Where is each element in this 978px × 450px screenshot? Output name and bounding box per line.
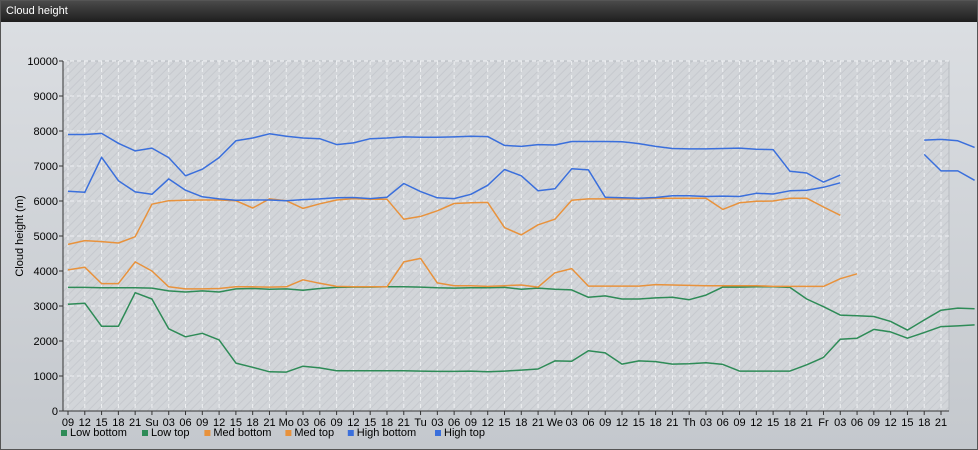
- y-tick-label: 2000: [34, 336, 58, 348]
- x-tick-label: 15: [364, 417, 376, 429]
- x-tick-label: 21: [263, 417, 275, 429]
- legend-label-high-bottom: High bottom: [357, 427, 416, 439]
- x-tick-label: 09: [465, 417, 477, 429]
- x-tick-label: 09: [196, 417, 208, 429]
- window-title: Cloud height: [6, 5, 68, 17]
- x-tick-label: 06: [851, 417, 863, 429]
- x-tick-label: 12: [616, 417, 628, 429]
- x-tick-label: 18: [918, 417, 930, 429]
- x-tick-label: We: [547, 417, 563, 429]
- legend-swatch-high-bottom: [347, 430, 354, 436]
- x-tick-label: 06: [448, 417, 460, 429]
- legend-swatch-med-bottom: [204, 430, 211, 436]
- x-tick-label: 21: [935, 417, 947, 429]
- y-tick-label: 1000: [34, 371, 58, 383]
- x-tick-label: 21: [532, 417, 544, 429]
- series-line-high-bottom: [67, 153, 975, 202]
- x-tick-label: 18: [649, 417, 661, 429]
- x-tick-label: 15: [767, 417, 779, 429]
- x-tick-label: 06: [314, 417, 326, 429]
- x-tick-label: 21: [129, 417, 141, 429]
- x-tick-label: Fr: [818, 417, 829, 429]
- x-tick-label: 21: [398, 417, 410, 429]
- x-tick-label: 03: [297, 417, 309, 429]
- x-tick-label: 21: [666, 417, 678, 429]
- x-tick-label: 15: [901, 417, 913, 429]
- legend-label-high-top: High top: [444, 427, 485, 439]
- legend-swatch-med-top: [285, 430, 292, 436]
- y-tick-label: 10000: [27, 56, 58, 68]
- x-tick-label: 12: [347, 417, 359, 429]
- y-tick-label: 5000: [34, 231, 58, 243]
- x-tick-label: 12: [79, 417, 91, 429]
- x-tick-label: 09: [733, 417, 745, 429]
- series-line-low-bottom: [67, 291, 975, 373]
- x-tick-label: Mo: [279, 417, 294, 429]
- y-tick-label: 8000: [34, 126, 58, 138]
- x-tick-label: 06: [717, 417, 729, 429]
- x-tick-label: 03: [700, 417, 712, 429]
- x-tick-label: 06: [582, 417, 594, 429]
- series-line-med-top: [67, 197, 841, 246]
- series-line-med-bottom: [67, 257, 858, 290]
- cloud-height-chart: 0 1000 2000 3000 4000 5000 6000 7000 8000 9000 100…: [14, 56, 975, 439]
- x-tick-label: 18: [515, 417, 527, 429]
- x-tick-label: 15: [498, 417, 510, 429]
- x-tick-label: 12: [213, 417, 225, 429]
- x-tick-label: 03: [566, 417, 578, 429]
- legend-swatch-low-bottom: [61, 430, 67, 436]
- series-line-low-top: [68, 286, 975, 331]
- x-tick-label: 09: [599, 417, 611, 429]
- x-tick-label: Th: [683, 417, 696, 429]
- x-tick-label: 18: [112, 417, 124, 429]
- x-tick-label: 21: [801, 417, 813, 429]
- y-axis-label: Cloud height (m): [14, 195, 26, 276]
- title-bar: Cloud height: [1, 1, 977, 22]
- y-tick-label: 6000: [34, 196, 58, 208]
- y-tick-label: 9000: [34, 91, 58, 103]
- x-tick-label: 03: [834, 417, 846, 429]
- legend-swatch-high-top: [435, 430, 441, 436]
- x-tick-label: 15: [633, 417, 645, 429]
- x-tick-label: 18: [381, 417, 393, 429]
- legend-label-low-top: Low top: [151, 427, 190, 439]
- x-tick-label: 09: [330, 417, 342, 429]
- x-tick-label: 03: [431, 417, 443, 429]
- x-tick-label: 15: [95, 417, 107, 429]
- legend-label-med-bottom: Med bottom: [213, 427, 271, 439]
- x-tick-label: 03: [163, 417, 175, 429]
- legend-label-med-top: Med top: [294, 427, 334, 439]
- x-tick-label: Su: [145, 417, 158, 429]
- y-tick-label: 0: [52, 406, 58, 418]
- x-tick-label: Tu: [414, 417, 426, 429]
- x-tick-label: 09: [62, 417, 74, 429]
- x-tick-label: 06: [179, 417, 191, 429]
- series-line-high-top: [68, 132, 975, 183]
- x-tick-label: 09: [868, 417, 880, 429]
- y-tick-label: 4000: [34, 266, 58, 278]
- x-tick-label: 12: [750, 417, 762, 429]
- x-tick-label: 15: [230, 417, 242, 429]
- legend-swatch-low-top: [142, 430, 148, 436]
- x-tick-label: 18: [784, 417, 796, 429]
- x-tick-label: 18: [247, 417, 259, 429]
- y-tick-label: 3000: [34, 301, 58, 313]
- x-tick-label: 12: [482, 417, 494, 429]
- x-tick-label: 12: [885, 417, 897, 429]
- legend-label-low-bottom: Low bottom: [70, 427, 127, 439]
- y-tick-label: 7000: [34, 161, 58, 173]
